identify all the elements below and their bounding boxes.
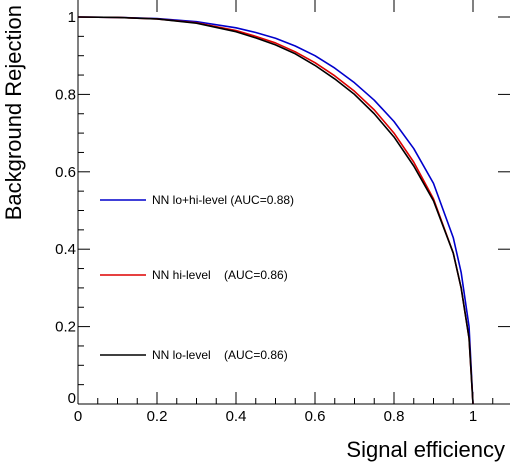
x-axis-title: Signal efficiency — [346, 437, 505, 462]
legend-label-nn-lo-hi-level: NN lo+hi-level (AUC=0.88) — [152, 193, 294, 207]
axis-tick-labels: 0 0.2 0.4 0.6 0.8 1 0 0.2 0.4 0.6 0.8 1 — [55, 9, 477, 425]
plot-frame — [77, 0, 510, 405]
x-tick-label: 1 — [469, 408, 477, 425]
y-tick-label: 0.2 — [55, 319, 76, 336]
y-tick-label: 0.6 — [55, 164, 76, 181]
y-axis-title: Background Rejection — [1, 5, 26, 220]
x-tick-label: 0.2 — [147, 408, 168, 425]
legend-label-nn-lo-level: NN lo-level (AUC=0.86) — [152, 348, 288, 362]
x-tick-label: 0.6 — [305, 408, 326, 425]
legend-label-nn-hi-level: NN hi-level (AUC=0.86) — [152, 268, 288, 282]
y-tick-label: 0.4 — [55, 241, 76, 258]
curve-nn-hi-level — [77, 16, 474, 405]
x-tick-label: 0.8 — [384, 408, 405, 425]
y-tick-label: 0 — [68, 390, 76, 407]
roc-curves — [77, 16, 474, 405]
legend: NN lo+hi-level (AUC=0.88) NN hi-level (AU… — [100, 193, 294, 362]
x-tick-label: 0 — [74, 408, 82, 425]
y-tick-label: 1 — [68, 9, 76, 26]
curve-nn-lo-hi-level — [77, 16, 474, 405]
curve-nn-lo-level — [77, 16, 474, 405]
y-tick-label: 0.8 — [55, 86, 76, 103]
x-tick-label: 0.4 — [226, 408, 247, 425]
